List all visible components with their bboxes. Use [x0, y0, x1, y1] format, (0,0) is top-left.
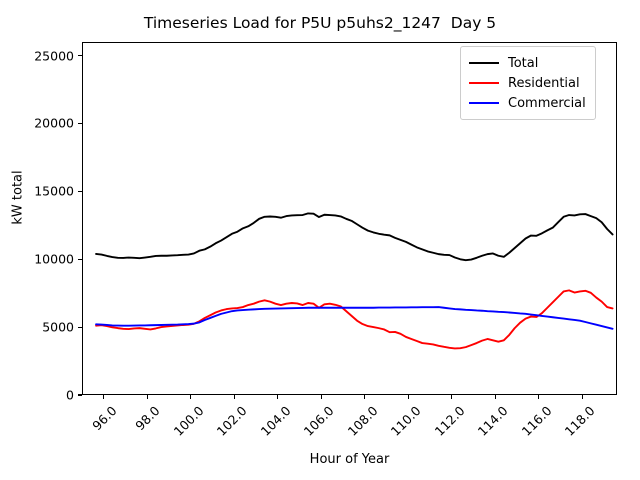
legend-color-swatch [469, 62, 499, 64]
x-axis-tick-mark [494, 395, 496, 399]
y-axis-tick-mark [78, 394, 82, 396]
y-axis-tick-labels: 0 5000 10000 15000 20000 25000 [0, 0, 74, 480]
x-axis-tick-mark [407, 395, 409, 399]
y-axis-tick-label: 10000 [34, 251, 74, 267]
x-axis-tick-mark [320, 395, 322, 399]
legend-label: Commercial [508, 95, 586, 111]
series-line-commercial [95, 306, 614, 330]
x-axis-tick-mark [233, 395, 235, 399]
legend-label: Residential [508, 75, 580, 91]
y-axis-tick-label: 20000 [34, 115, 74, 131]
chart-title: Timeseries Load for P5U p5uhs2_1247 Day … [143, 14, 497, 32]
x-axis-tick-mark [146, 395, 148, 399]
y-axis-tick-mark [78, 122, 82, 125]
y-axis-tick-label: 0 [66, 387, 74, 403]
legend-label: Total [508, 55, 539, 71]
legend-color-swatch [469, 102, 499, 104]
legend-color-swatch [469, 82, 499, 84]
y-axis-tick-label: 15000 [34, 183, 74, 199]
y-axis-tick-label: 5000 [42, 319, 74, 335]
x-axis-tick-mark [190, 395, 192, 399]
chart-legend: Total Residential Commercial [460, 46, 596, 120]
y-axis-tick-mark [78, 190, 82, 192]
legend-entry: Total [469, 53, 586, 73]
series-lines [95, 212, 614, 350]
x-axis-label: Hour of Year [309, 452, 390, 467]
x-axis-tick-mark [277, 395, 279, 399]
x-axis-tick-mark [581, 395, 583, 399]
x-axis-tick-mark [364, 395, 366, 399]
y-axis-tick-mark [78, 54, 82, 57]
series-line-residential [95, 289, 614, 350]
y-axis-tick-mark [78, 258, 82, 260]
y-axis-tick-label: 25000 [34, 48, 74, 64]
legend-entry: Commercial [469, 93, 586, 113]
x-axis-tick-mark [451, 395, 453, 399]
series-line-total [95, 212, 614, 262]
y-axis-label: kW total [10, 170, 26, 225]
x-axis-tick-mark [538, 395, 540, 399]
x-axis-tick-mark [103, 395, 105, 399]
y-axis-tick-mark [78, 326, 82, 328]
legend-entry: Residential [469, 73, 586, 93]
